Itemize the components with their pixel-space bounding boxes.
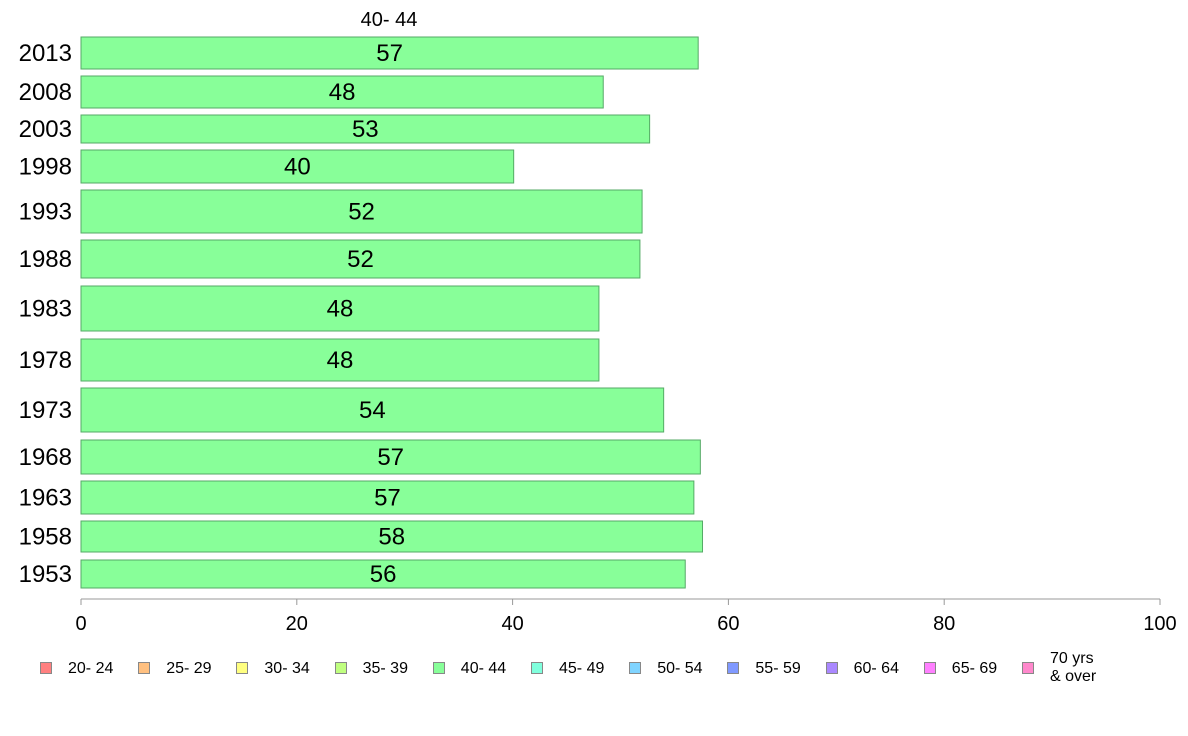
legend-label: 20- 24 — [68, 660, 114, 677]
bar-1998 — [80, 149, 515, 184]
legend-label: 40- 44 — [460, 660, 507, 677]
legend-label: 25- 29 — [166, 660, 212, 677]
legend-label: 60- 64 — [853, 660, 899, 677]
legend-swatch — [923, 662, 936, 674]
x-tick-label-40: 40 — [501, 613, 523, 635]
category-label-1953: 1953 — [19, 561, 72, 588]
legend-item: 55- 59 — [727, 648, 801, 678]
category-label-1978: 1978 — [19, 347, 72, 374]
legend-swatch — [727, 662, 740, 674]
bar-2013 — [80, 36, 699, 70]
category-label-1988: 1988 — [19, 246, 72, 273]
legend-item: 50- 54 — [629, 648, 703, 678]
category-label-1968: 1968 — [19, 444, 72, 471]
x-tick-label-0: 0 — [75, 613, 86, 635]
data-label-1963: 57 — [374, 485, 401, 512]
legend-item: 30- 34 — [236, 648, 310, 678]
bar-1973 — [80, 387, 665, 433]
legend-swatch — [1022, 662, 1034, 674]
bar-1993 — [80, 189, 643, 234]
category-label-2008: 2008 — [19, 79, 72, 106]
legend-label: 30- 34 — [264, 660, 310, 677]
legend-item: 40- 44 — [432, 648, 507, 678]
bar-1963 — [80, 480, 695, 515]
x-tick-label-100: 100 — [1143, 613, 1176, 635]
bar-2003 — [80, 114, 651, 144]
legend-label: 70 yrs & over — [1050, 650, 1097, 685]
legend-label: 35- 39 — [362, 660, 408, 677]
bar-2008 — [80, 75, 604, 109]
bar-chart: 40- 44 57 2013 48 2008 53 2003 40 1998 52 1993 52 1… — [19, 9, 1177, 635]
chart-title: 40- 44 — [361, 9, 418, 31]
legend-item: 70 yrs & over — [1022, 648, 1096, 686]
legend-swatch — [629, 662, 642, 674]
legend-item: 60- 64 — [825, 648, 899, 678]
data-label-1953: 56 — [370, 561, 397, 588]
bar-1968 — [80, 439, 701, 475]
legend-swatch — [531, 662, 543, 674]
data-label-1988: 52 — [347, 246, 374, 273]
bar-1988 — [80, 239, 641, 279]
data-label-1983: 48 — [327, 296, 354, 323]
data-label-2013: 57 — [376, 40, 403, 67]
legend-swatch — [825, 662, 838, 674]
bar-1983 — [80, 285, 600, 332]
legend-item: 20- 24 — [40, 648, 113, 678]
legend: 20- 24 25- 29 30- 34 35- 39 40- 44 45- 49 50- … — [40, 648, 1160, 692]
x-tick-label-80: 80 — [933, 613, 955, 635]
data-label-2008: 48 — [329, 79, 356, 106]
data-label-2003: 53 — [352, 116, 379, 143]
legend-item: 65- 69 — [923, 648, 998, 678]
category-label-1973: 1973 — [19, 397, 72, 424]
legend-swatch — [334, 662, 347, 674]
data-label-1993: 52 — [348, 199, 375, 226]
bar-1953 — [80, 559, 686, 589]
legend-label: 55- 59 — [755, 660, 801, 677]
data-label-1998: 40 — [284, 154, 311, 181]
x-tick-label-20: 20 — [286, 613, 308, 635]
data-label-1973: 54 — [359, 397, 386, 424]
category-label-2003: 2003 — [19, 116, 72, 143]
legend-label: 65- 69 — [951, 660, 998, 677]
data-label-1968: 57 — [377, 444, 404, 471]
bar-1958 — [80, 520, 704, 553]
legend-swatch — [236, 662, 249, 674]
category-label-1998: 1998 — [19, 154, 72, 181]
category-label-1983: 1983 — [19, 296, 72, 323]
legend-item: 35- 39 — [334, 648, 408, 678]
legend-label: 50- 54 — [657, 660, 703, 677]
category-label-2013: 2013 — [19, 40, 72, 67]
x-axis: 0 20 40 60 80 100 — [75, 598, 1177, 635]
legend-item: 45- 49 — [531, 648, 604, 678]
legend-swatch — [138, 662, 151, 674]
data-label-1978: 48 — [327, 347, 354, 374]
data-label-1958: 58 — [378, 524, 405, 551]
legend-swatch — [40, 662, 52, 674]
category-label-1993: 1993 — [19, 199, 72, 226]
bar-1978 — [80, 338, 600, 382]
legend-item: 25- 29 — [138, 648, 212, 678]
legend-label: 45- 49 — [559, 660, 605, 677]
category-label-1963: 1963 — [19, 485, 72, 512]
x-tick-label-60: 60 — [717, 613, 739, 635]
legend-swatch — [432, 662, 445, 674]
bars-group: 57 2013 48 2008 53 2003 40 1998 52 1993 52 1988 48 19… — [19, 36, 704, 589]
category-label-1958: 1958 — [19, 524, 72, 551]
